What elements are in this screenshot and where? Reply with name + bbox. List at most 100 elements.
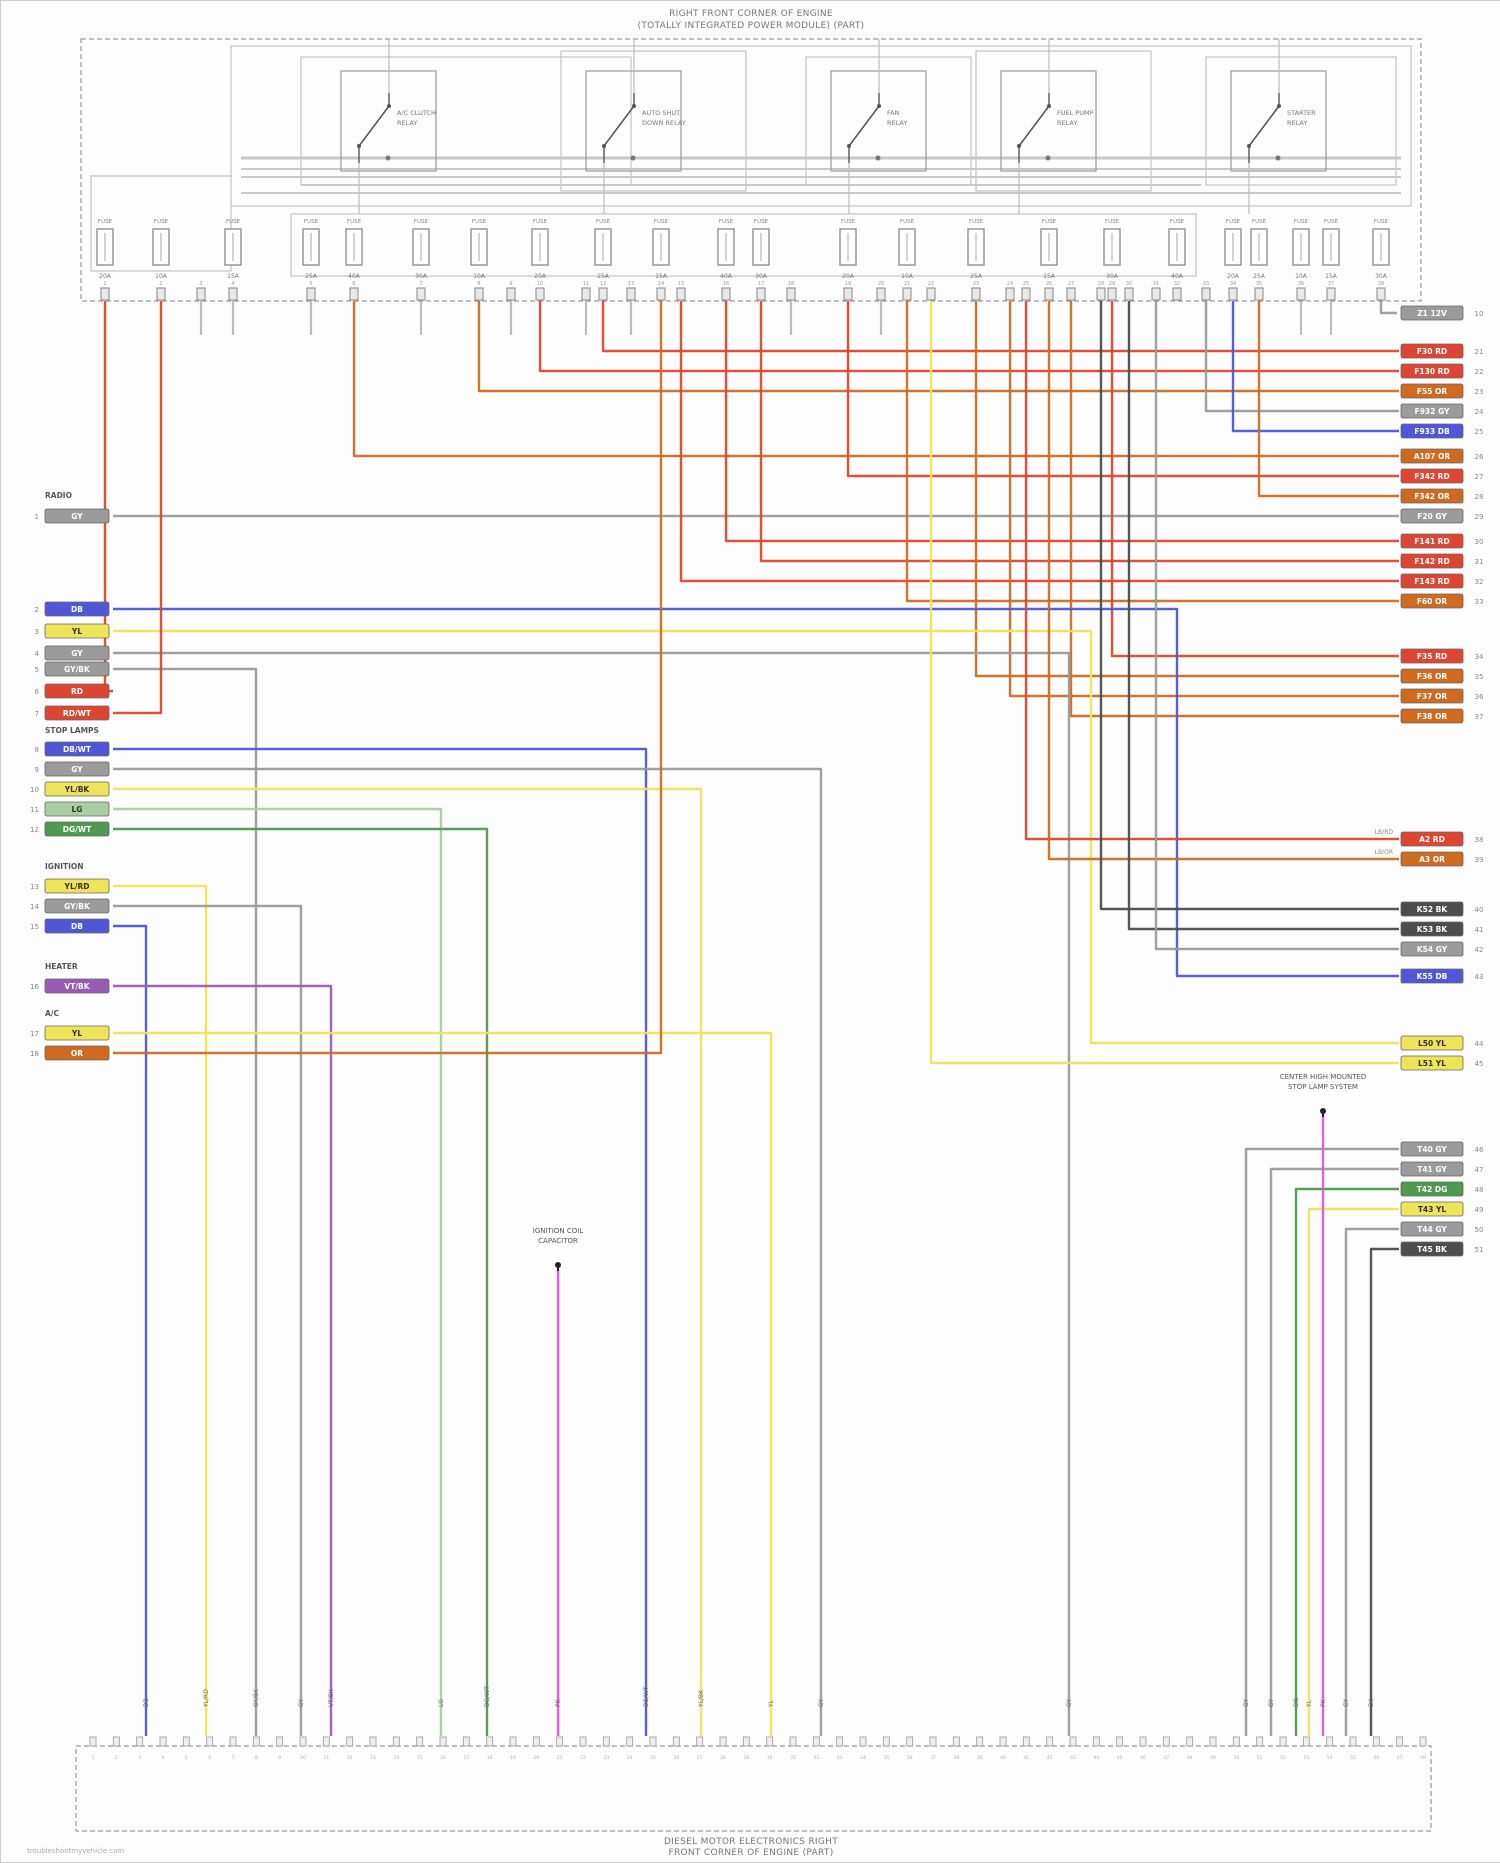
left-pin-number: 12 — [30, 826, 39, 834]
connector-pin-number: 22 — [580, 1755, 586, 1761]
connector-pin — [416, 1736, 424, 1747]
connector-pin-number: 26 — [673, 1755, 679, 1761]
wire-code-label: F55 OR — [1417, 387, 1448, 396]
connector-pin — [789, 1736, 797, 1747]
right-pin-number: 43 — [1475, 973, 1484, 981]
wire-code-chip — [1400, 708, 1464, 724]
connector-pin-number: 23 — [603, 1755, 609, 1761]
relay-switch — [1248, 105, 1280, 147]
wire-code-chip — [44, 661, 110, 677]
connector-pin — [1279, 1736, 1287, 1747]
fuse-rating: 40A — [348, 273, 361, 280]
wire-code-label: GY — [71, 765, 83, 774]
tipm-pin-number: 24 — [1007, 281, 1013, 287]
fuse-word: FUSE — [1042, 219, 1057, 225]
fuse-word: FUSE — [1294, 219, 1309, 225]
wire-code-label: DB — [71, 605, 83, 614]
diagram-title-bottom-line2: FRONT CORNER OF ENGINE (PART) — [668, 1848, 834, 1858]
connector-pin — [229, 1736, 237, 1747]
relay-contact-dot — [1277, 104, 1281, 108]
wire-code-chip — [1400, 921, 1464, 937]
connector-pin — [626, 1736, 634, 1747]
bottom-wire-label: GY — [1268, 1699, 1275, 1707]
fuse-word: FUSE — [596, 219, 611, 225]
right-pin-number: 23 — [1475, 388, 1484, 396]
connector-pin-number: 36 — [907, 1755, 913, 1761]
wire-bk — [1127, 301, 1399, 931]
bottom-wire-label: GY — [298, 1699, 305, 1707]
left-pin-number: 13 — [30, 883, 39, 891]
connector-pin — [112, 1736, 120, 1747]
wire-code-chip — [1400, 383, 1464, 399]
fuse-word: FUSE — [1324, 219, 1339, 225]
fuse-rating: 25A — [305, 273, 318, 280]
bottom-wire-label: DG/WT — [484, 1686, 491, 1707]
wire-code-label: F141 RD — [1414, 537, 1449, 546]
connector-pin — [1069, 1736, 1077, 1747]
tipm-pin-number: 3 — [199, 281, 202, 287]
wire-code-label: RD/WT — [63, 709, 92, 718]
wire-yl — [929, 301, 1399, 1065]
wire-code-chip — [44, 781, 110, 797]
left-pin-number: 10 — [30, 786, 39, 794]
relay-switch — [358, 105, 390, 147]
tipm-pin-number: 38 — [1378, 281, 1384, 287]
connector-pin-number: 28 — [720, 1755, 726, 1761]
fuse-word: FUSE — [533, 219, 548, 225]
wire-code-chip — [1400, 1141, 1464, 1157]
wire-code-chip — [1400, 1241, 1464, 1257]
connector-pin-number: 54 — [1327, 1755, 1333, 1761]
connector-pin — [672, 1736, 680, 1747]
tipm-pin — [1326, 287, 1336, 301]
fuse-rating: 20A — [534, 273, 547, 280]
fuse-word: FUSE — [841, 219, 856, 225]
tipm-pin — [474, 287, 484, 301]
tipm-pin — [721, 287, 731, 301]
bus-junction-dot — [875, 155, 881, 161]
wire-db — [113, 924, 148, 1736]
wire-code-label: F130 RD — [1414, 367, 1449, 376]
wire-or — [113, 301, 663, 1055]
fuse-word: FUSE — [472, 219, 487, 225]
system-label: STOP LAMP SYSTEM — [1288, 1083, 1358, 1091]
connector-pin-number: 43 — [1070, 1755, 1076, 1761]
fuse-rating: 15A — [227, 273, 240, 280]
tipm-pin-number: 15 — [678, 281, 684, 287]
relay-switch — [603, 105, 635, 147]
connector-pin-number: 47 — [1163, 1755, 1169, 1761]
wire-code-label: T41 GY — [1417, 1165, 1447, 1174]
wire-rd — [759, 301, 1399, 563]
wire-code-chip — [1400, 901, 1464, 917]
fuse-rating: 20A — [842, 273, 855, 280]
right-pin-number: 48 — [1475, 1186, 1484, 1194]
fuse-word: FUSE — [1374, 219, 1389, 225]
relay-label: RELAY — [1057, 119, 1077, 127]
connector-pin-number: 37 — [930, 1755, 936, 1761]
tipm-pin-number: 26 — [1046, 281, 1052, 287]
connector-pin — [252, 1736, 260, 1747]
wire-code-label: T40 GY — [1417, 1145, 1447, 1154]
tipm-inner-box — [230, 45, 1412, 207]
tipm-pin-number: 25 — [1023, 281, 1029, 287]
left-pin-number: 7 — [35, 710, 39, 718]
bottom-wire-label: GY/BK — [253, 1688, 260, 1707]
right-pin-number: 37 — [1475, 713, 1484, 721]
wire-code-chip — [1400, 403, 1464, 419]
tipm-pin-number: 9 — [509, 281, 512, 287]
fuse-rating: 25A — [970, 273, 983, 280]
wire-code-chip — [44, 623, 110, 639]
tipm-pin-number: 21 — [904, 281, 910, 287]
connector-pin-number: 2 — [115, 1755, 118, 1761]
wire-code-chip — [1400, 668, 1464, 684]
connector-pin — [322, 1736, 330, 1747]
wire-code-chip — [1400, 468, 1464, 484]
wire-code-chip — [1400, 573, 1464, 589]
tipm-pin — [100, 287, 110, 301]
connector-pin-number: 48 — [1187, 1755, 1193, 1761]
tipm-pin — [598, 287, 608, 301]
connector-pin-number: 56 — [1373, 1755, 1379, 1761]
tipm-pin-number: 13 — [628, 281, 634, 287]
right-pin-number: 42 — [1475, 946, 1484, 954]
connector-pin — [649, 1736, 657, 1747]
tipm-inner-box — [1205, 56, 1397, 186]
